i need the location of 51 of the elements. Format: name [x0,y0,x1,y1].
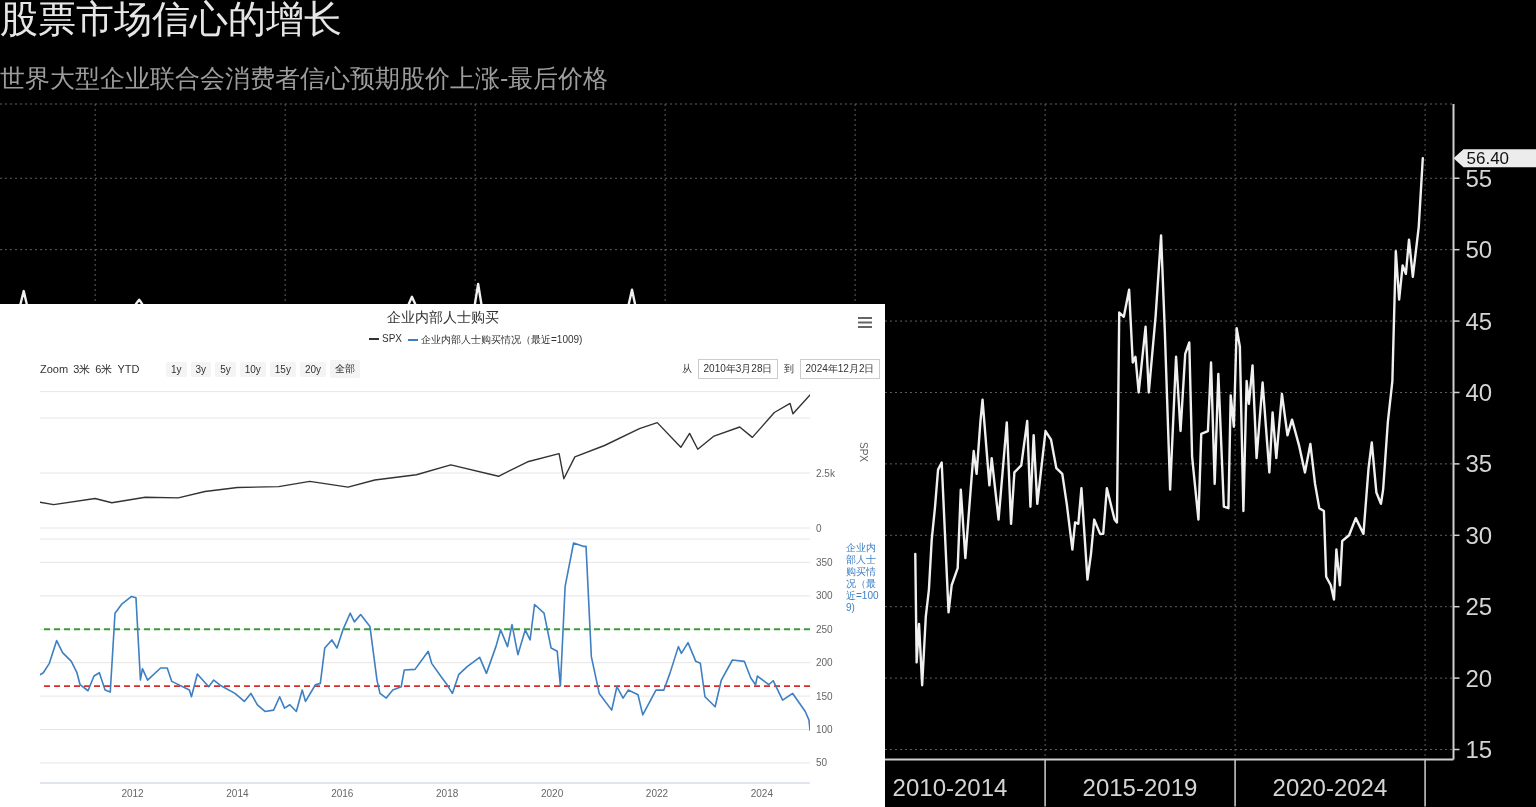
annotation: Zoom [40,363,69,375]
range-button: 15y [269,361,296,377]
x-tick-label: 2015-2019 [1082,773,1198,801]
annotation: 6米 [95,361,113,377]
y-axis-title: SPX [858,442,869,463]
y-tick-label: 25 [1465,593,1493,621]
y-tick-label: 2.5k [816,467,836,479]
y-tick-label: 30 [1465,521,1493,549]
x-tick-label: 2018 [436,788,459,799]
x-tick-label: 2022 [645,788,669,799]
y-tick-label: 35 [1465,450,1493,478]
annotation: 到 [784,362,794,376]
chart-subtitle: 世界大型企业联合会消费者信心预期股价上涨-最后价格 [0,63,609,94]
line-series [40,394,810,506]
y-tick-label: 45 [1465,307,1493,335]
y-tick-label: 350 [816,556,834,568]
y-tick-label: 50 [816,757,828,769]
range-button: 3y [190,361,212,377]
legend-label: 企业内部人士购买情况（最近=1009) [421,333,583,347]
y-tick-label: 15 [1465,736,1493,764]
y-tick-label: 20 [1465,664,1493,692]
y-tick-label: 100 [816,724,834,736]
x-tick-label: 2016 [331,788,354,799]
y-tick-label: 150 [816,690,834,702]
x-tick-label: 2014 [226,788,249,799]
y-tick-label: 0 [816,522,822,534]
annotation: 从 [682,362,692,376]
range-button: 10y [239,361,266,377]
y-tick-label: 40 [1465,379,1493,406]
range-button: 全部 [330,360,361,378]
y-axis-title: 企业内部人士购买情况（最近=1009) [846,542,880,614]
x-tick-label: 2012 [121,788,145,799]
y-tick-label: 200 [816,657,834,669]
x-tick-label: 2020-2024 [1272,773,1388,801]
date-field: 2024年12月2日 [800,359,880,379]
chart-title: 股票市场信心的增长 [0,0,342,42]
chart-title: 企业内部人士购买 [385,309,500,327]
x-tick-label: 2010-2014 [892,773,1008,801]
range-button: 1y [166,361,187,377]
x-tick-label: 2024 [750,788,774,799]
annotation: YTD [117,363,140,375]
y-tick-label: 300 [816,590,834,602]
legend-label: SPX [381,333,402,344]
date-field: 2010年3月28日 [698,359,778,379]
range-button: 20y [299,361,327,377]
y-tick-label: 50 [1465,236,1493,264]
annotation: 3米 [73,361,91,377]
line-series [40,542,810,731]
x-tick-label: 2020 [540,788,564,799]
range-button: 5y [215,361,236,377]
y-tick-label: 250 [816,623,834,635]
